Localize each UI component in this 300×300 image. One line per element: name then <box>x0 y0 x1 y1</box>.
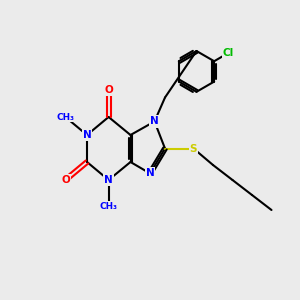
Text: N: N <box>150 116 159 127</box>
Text: O: O <box>61 175 70 185</box>
Text: CH₃: CH₃ <box>100 202 118 211</box>
Text: N: N <box>104 175 113 185</box>
Text: Cl: Cl <box>223 48 234 58</box>
Text: O: O <box>104 85 113 95</box>
Text: S: S <box>190 143 197 154</box>
Text: N: N <box>82 130 91 140</box>
Text: CH₃: CH₃ <box>56 112 74 122</box>
Text: N: N <box>146 168 154 178</box>
